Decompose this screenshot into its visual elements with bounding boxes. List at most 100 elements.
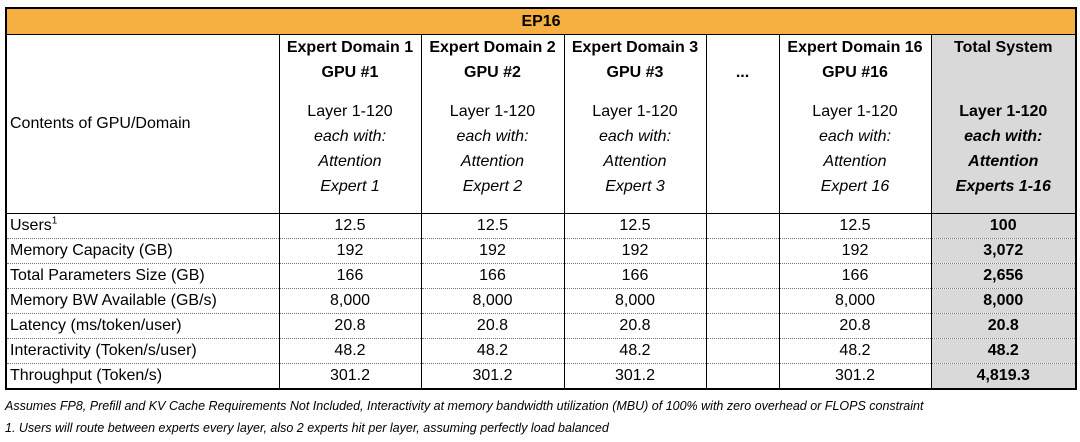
column-line: each with: [964, 128, 1043, 145]
column-line: Layer 1-120 [959, 103, 1048, 120]
column-line: Layer 1-120 [307, 103, 393, 120]
gpu-name: GPU #1 [321, 64, 379, 81]
cell: 301.2 [778, 363, 931, 390]
column-line: Attention [460, 153, 525, 170]
row-label-text: Interactivity (Token/s/user) [10, 342, 197, 359]
column-line: Attention [603, 153, 667, 170]
row-label-text: Users [10, 217, 52, 234]
column-line: each with: [456, 128, 529, 145]
column-name: Expert Domain 3 [571, 39, 699, 56]
cell: 3,072 [930, 238, 1077, 264]
empty-cell [705, 363, 779, 390]
cell: 12.5 [420, 213, 564, 239]
column-line: each with: [818, 128, 892, 145]
row-label: Latency (ms/token/user) [5, 313, 279, 339]
cell: 20.8 [563, 313, 706, 339]
row-label: Total Parameters Size (GB) [5, 263, 279, 289]
cell: 20.8 [420, 313, 564, 339]
row-label: Memory BW Available (GB/s) [5, 288, 279, 314]
cell: 4,819.3 [930, 363, 1077, 390]
empty-cell [705, 288, 779, 314]
cell: 192 [420, 238, 564, 264]
cell: 48.2 [420, 338, 564, 364]
spacer [707, 35, 779, 60]
cell: 192 [563, 238, 706, 264]
column-line: Layer 1-120 [449, 103, 536, 120]
column-line: Attention [968, 153, 1039, 170]
column-line: Layer 1-120 [812, 103, 898, 120]
data-row: Total Parameters Size (GB) 166 166 166 166 2,… [5, 263, 1077, 289]
ellipsis-header: ... [705, 34, 779, 214]
cell: 301.2 [420, 363, 564, 390]
gpu-name: GPU #2 [464, 64, 521, 81]
spacer [780, 85, 931, 99]
row-label: Throughput (Token/s) [5, 363, 279, 390]
column-header: Expert Domain 2 GPU #2 Layer 1-120 each wit… [420, 34, 564, 214]
cell: 48.2 [778, 338, 931, 364]
column-line: Layer 1-120 [592, 103, 678, 120]
cell: 166 [778, 263, 931, 289]
cell: 20.8 [930, 313, 1077, 339]
cell: 8,000 [278, 288, 421, 314]
footnote: 1. Users will route between experts ever… [5, 421, 609, 435]
cell: 166 [563, 263, 706, 289]
cell: 192 [278, 238, 421, 264]
cell: 8,000 [778, 288, 931, 314]
cell: 301.2 [563, 363, 706, 390]
cell: 8,000 [930, 288, 1077, 314]
data-row: Latency (ms/token/user) 20.8 20.8 20.8 20.8 2… [5, 313, 1077, 339]
column-name: Total System [954, 39, 1053, 56]
cell: 48.2 [930, 338, 1077, 364]
ep16-table: EP16 Contents of GPU/Domain Expert Domain … [5, 7, 1078, 390]
data-row: Throughput (Token/s) 301.2 301.2 301.2 301.2… [5, 363, 1077, 390]
column-name: Expert Domain 16 [787, 39, 923, 56]
empty-cell [705, 263, 779, 289]
data-row: Memory Capacity (GB) 192 192 192 192 3,072 [5, 238, 1077, 264]
row-label-text: Latency (ms/token/user) [10, 317, 182, 334]
column-line: Expert 16 [820, 178, 890, 195]
cell: 12.5 [278, 213, 421, 239]
column-line: Expert 3 [605, 178, 665, 195]
spacer [422, 85, 564, 99]
title-row: EP16 [5, 8, 1077, 35]
cell: 20.8 [278, 313, 421, 339]
cell: 192 [778, 238, 931, 264]
table-title: EP16 [5, 8, 1077, 35]
data-row: Users1 12.5 12.5 12.5 12.5 100 [5, 213, 1077, 239]
header-row: Contents of GPU/Domain Expert Domain 1 GPU… [5, 34, 1077, 214]
cell: 48.2 [278, 338, 421, 364]
row-label: Interactivity (Token/s/user) [5, 338, 279, 364]
empty-cell [705, 213, 779, 239]
gpu-name: GPU #3 [606, 64, 664, 81]
column-line: Attention [318, 153, 382, 170]
row-label-header: Contents of GPU/Domain [5, 34, 279, 214]
cell: 12.5 [563, 213, 706, 239]
column-name: Expert Domain 1 [286, 39, 414, 56]
gpu-name: GPU #16 [822, 64, 888, 81]
empty-cell [705, 238, 779, 264]
table-wrap: EP16 Contents of GPU/Domain Expert Domain … [5, 7, 1078, 390]
column-header: Expert Domain 1 GPU #1 Layer 1-120 each wit… [278, 34, 421, 214]
cell: 8,000 [420, 288, 564, 314]
spacer [280, 85, 421, 99]
cell: 166 [278, 263, 421, 289]
column-line: Expert 1 [320, 178, 380, 195]
cell: 100 [930, 213, 1077, 239]
empty-cell [705, 313, 779, 339]
cell: 12.5 [778, 213, 931, 239]
column-line: Attention [823, 153, 887, 170]
data-row: Memory BW Available (GB/s) 8,000 8,000 8,00… [5, 288, 1077, 314]
spacer [565, 85, 706, 99]
row-label-text: Memory BW Available (GB/s) [10, 292, 217, 309]
ellipsis: ... [735, 64, 750, 81]
cell: 20.8 [778, 313, 931, 339]
data-row: Interactivity (Token/s/user) 48.2 48.2 48.2… [5, 338, 1077, 364]
spacer [932, 85, 1075, 99]
cell: 48.2 [563, 338, 706, 364]
footnote: Assumes FP8, Prefill and KV Cache Requir… [5, 399, 924, 413]
column-line: each with: [598, 128, 672, 145]
row-label-text: Throughput (Token/s) [10, 367, 163, 384]
empty-cell [705, 338, 779, 364]
column-line: each with: [313, 128, 387, 145]
